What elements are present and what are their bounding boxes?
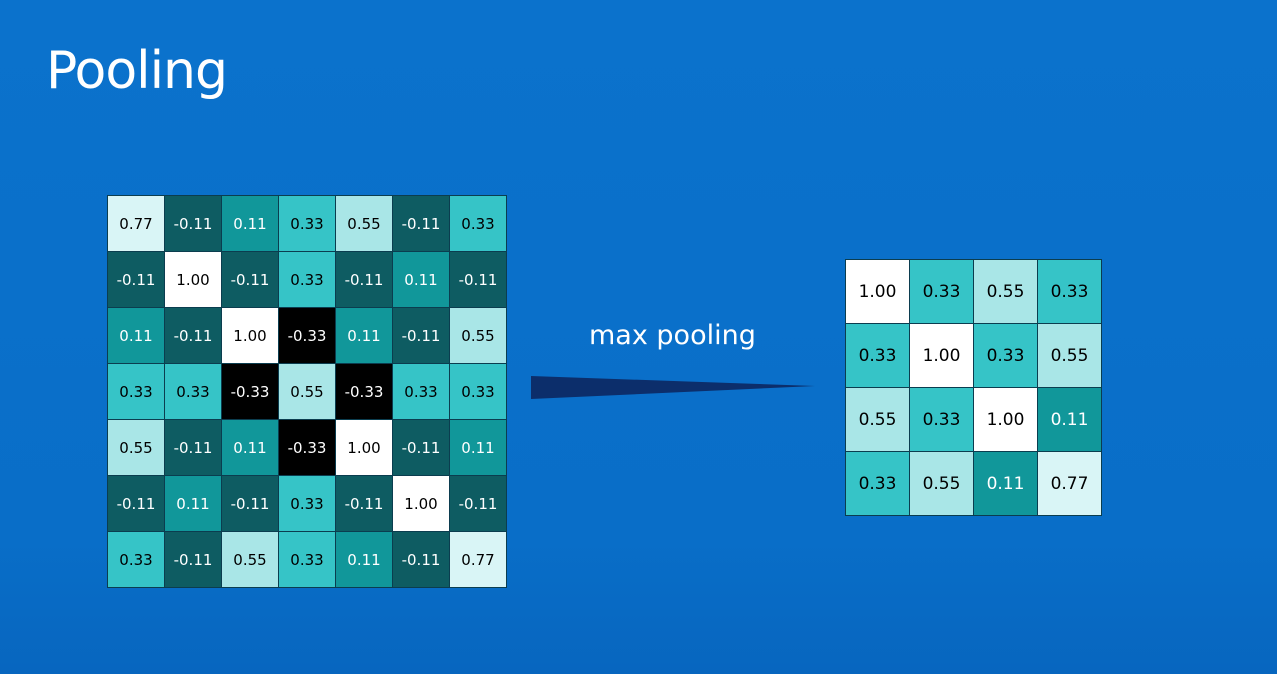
input-cell-r7-c6: -0.11 — [393, 532, 449, 587]
input-cell-r5-c1: 0.55 — [108, 420, 164, 475]
output-cell-r3-c1: 0.55 — [846, 388, 909, 451]
input-cell-r6-c1: -0.11 — [108, 476, 164, 531]
input-cell-r7-c4: 0.33 — [279, 532, 335, 587]
input-cell-r6-c4: 0.33 — [279, 476, 335, 531]
pooled-feature-map: 1.00 0.33 0.55 0.33 0.33 1.00 0.33 0.55 0.55 0.33… — [845, 259, 1102, 516]
input-cell-r3-c6: -0.11 — [393, 308, 449, 363]
input-cell-r3-c2: -0.11 — [165, 308, 221, 363]
input-cell-r2-c7: -0.11 — [450, 252, 506, 307]
input-cell-r2-c5: -0.11 — [336, 252, 392, 307]
input-cell-r7-c3: 0.55 — [222, 532, 278, 587]
input-cell-r4-c3: -0.33 — [222, 364, 278, 419]
input-cell-r2-c6: 0.11 — [393, 252, 449, 307]
input-cell-r4-c4: 0.55 — [279, 364, 335, 419]
output-cell-r4-c3: 0.11 — [974, 452, 1037, 515]
input-cell-r5-c2: -0.11 — [165, 420, 221, 475]
input-cell-r1-c1: 0.77 — [108, 196, 164, 251]
input-cell-r6-c2: 0.11 — [165, 476, 221, 531]
output-cell-r2-c1: 0.33 — [846, 324, 909, 387]
output-cell-r4-c1: 0.33 — [846, 452, 909, 515]
input-cell-r1-c6: -0.11 — [393, 196, 449, 251]
input-cell-r3-c5: 0.11 — [336, 308, 392, 363]
output-cell-r2-c3: 0.33 — [974, 324, 1037, 387]
output-cell-r1-c4: 0.33 — [1038, 260, 1101, 323]
output-cell-r1-c1: 1.00 — [846, 260, 909, 323]
input-cell-r6-c7: -0.11 — [450, 476, 506, 531]
input-cell-r3-c4: -0.33 — [279, 308, 335, 363]
output-cell-r4-c4: 0.77 — [1038, 452, 1101, 515]
output-cell-r2-c4: 0.55 — [1038, 324, 1101, 387]
slide-title: Pooling — [46, 41, 228, 101]
input-cell-r7-c2: -0.11 — [165, 532, 221, 587]
output-cell-r2-c2: 1.00 — [910, 324, 973, 387]
input-cell-r2-c4: 0.33 — [279, 252, 335, 307]
output-cell-r3-c2: 0.33 — [910, 388, 973, 451]
input-cell-r5-c4: -0.33 — [279, 420, 335, 475]
input-cell-r3-c7: 0.55 — [450, 308, 506, 363]
input-cell-r2-c2: 1.00 — [165, 252, 221, 307]
input-cell-r1-c5: 0.55 — [336, 196, 392, 251]
input-cell-r2-c3: -0.11 — [222, 252, 278, 307]
input-cell-r1-c7: 0.33 — [450, 196, 506, 251]
input-cell-r4-c7: 0.33 — [450, 364, 506, 419]
input-cell-r2-c1: -0.11 — [108, 252, 164, 307]
output-cell-r3-c3: 1.00 — [974, 388, 1037, 451]
input-cell-r6-c5: -0.11 — [336, 476, 392, 531]
input-cell-r5-c5: 1.00 — [336, 420, 392, 475]
input-cell-r4-c5: -0.33 — [336, 364, 392, 419]
input-feature-map: 0.77 -0.11 0.11 0.33 0.55 -0.11 0.33 -0.11 1.00-… — [107, 195, 507, 588]
input-cell-r7-c5: 0.11 — [336, 532, 392, 587]
output-cell-r1-c3: 0.55 — [974, 260, 1037, 323]
input-cell-r3-c1: 0.11 — [108, 308, 164, 363]
input-cell-r5-c3: 0.11 — [222, 420, 278, 475]
input-cell-r3-c3: 1.00 — [222, 308, 278, 363]
input-cell-r6-c3: -0.11 — [222, 476, 278, 531]
input-cell-r5-c6: -0.11 — [393, 420, 449, 475]
input-cell-r6-c6: 1.00 — [393, 476, 449, 531]
input-cell-r1-c3: 0.11 — [222, 196, 278, 251]
max-pooling-label: max pooling — [589, 320, 756, 351]
input-cell-r4-c6: 0.33 — [393, 364, 449, 419]
input-cell-r4-c1: 0.33 — [108, 364, 164, 419]
input-cell-r4-c2: 0.33 — [165, 364, 221, 419]
input-cell-r1-c2: -0.11 — [165, 196, 221, 251]
output-cell-r4-c2: 0.55 — [910, 452, 973, 515]
input-cell-r7-c7: 0.77 — [450, 532, 506, 587]
input-cell-r1-c4: 0.33 — [279, 196, 335, 251]
pooling-arrow — [531, 376, 815, 399]
input-cell-r7-c1: 0.33 — [108, 532, 164, 587]
output-cell-r3-c4: 0.11 — [1038, 388, 1101, 451]
input-cell-r5-c7: 0.11 — [450, 420, 506, 475]
arrow-shape — [531, 376, 815, 399]
output-cell-r1-c2: 0.33 — [910, 260, 973, 323]
